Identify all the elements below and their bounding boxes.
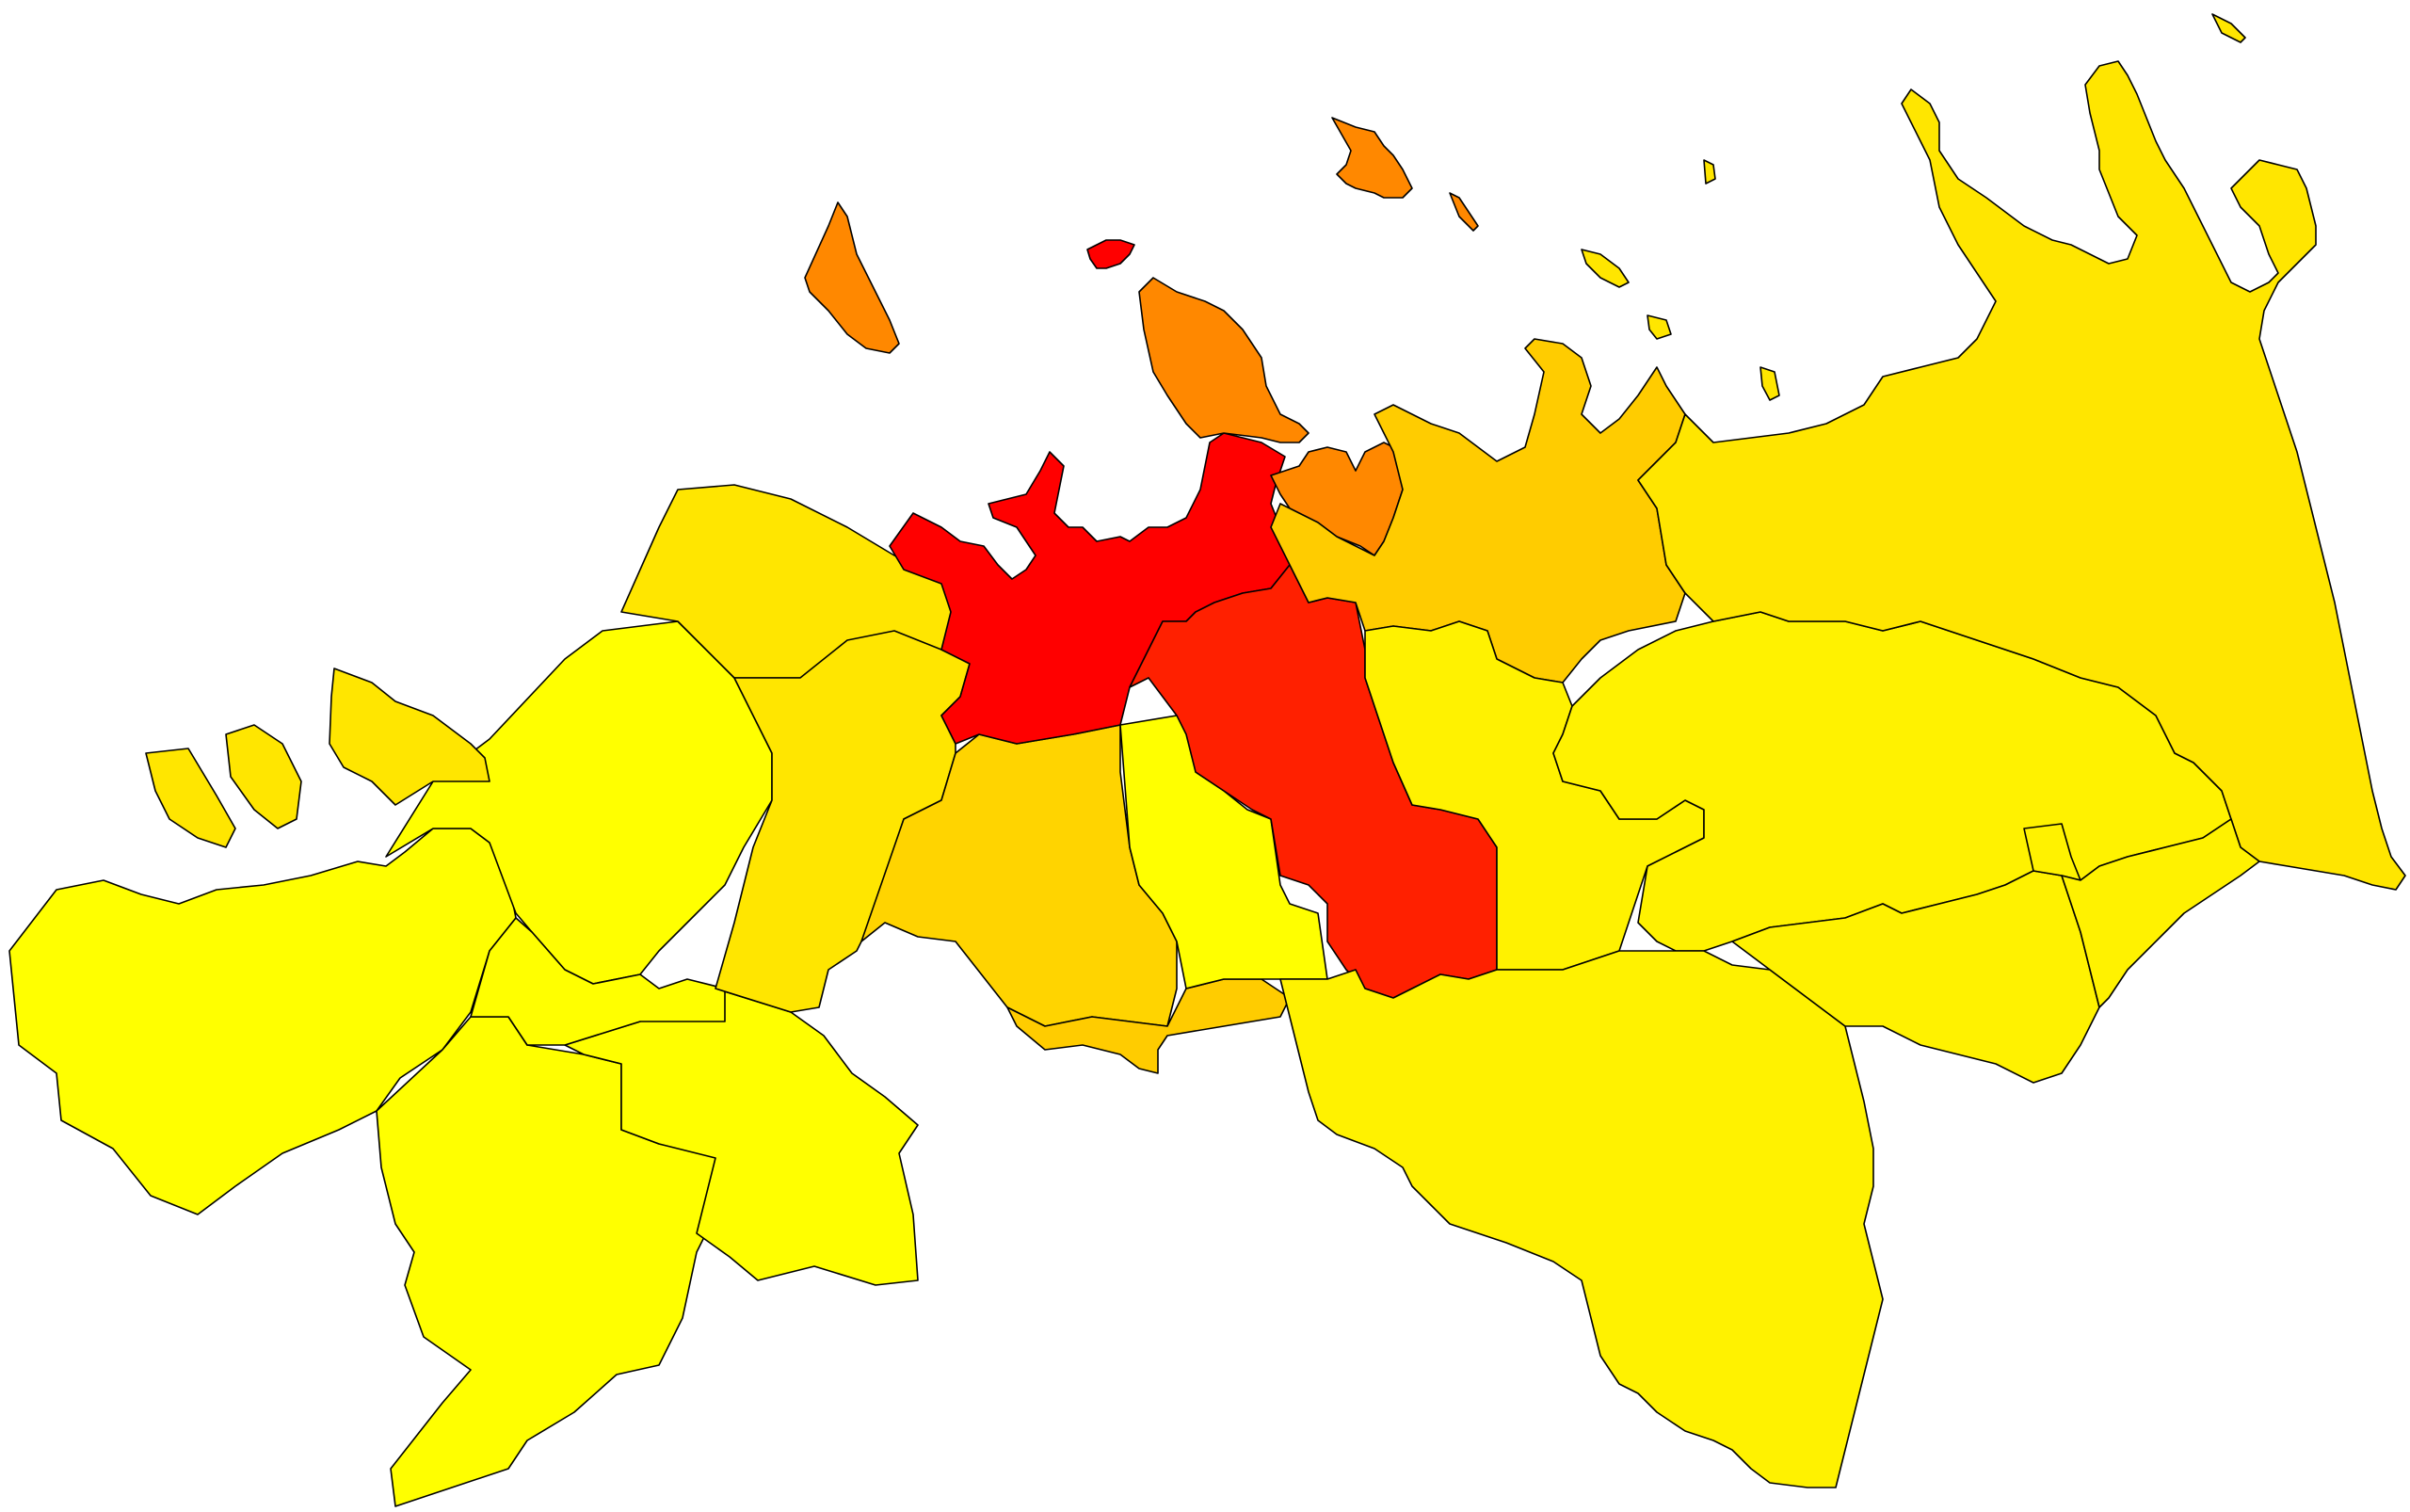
region-south-central-west[interactable]	[564, 988, 919, 1286]
region-west-central[interactable]	[385, 620, 773, 985]
region-island-tiny-red[interactable]	[1086, 239, 1135, 269]
region-island-north-orange-2[interactable]	[1449, 192, 1479, 232]
region-central-south-2[interactable]	[1006, 978, 1291, 1074]
region-capital[interactable]	[889, 432, 1291, 745]
region-southwest[interactable]	[376, 1016, 726, 1507]
region-island-west-orange[interactable]	[804, 201, 900, 354]
region-west-islands[interactable]	[145, 724, 302, 848]
region-small-west-central[interactable]	[470, 917, 726, 1046]
region-southeast[interactable]	[1279, 950, 1884, 1488]
region-island-north-orange[interactable]	[1331, 117, 1413, 199]
region-small-islets-east[interactable]	[1581, 13, 2246, 401]
region-west-peninsula[interactable]	[329, 668, 490, 806]
region-south-east-far[interactable]	[2061, 818, 2260, 1008]
region-northeast-peninsula[interactable]	[1138, 277, 1309, 443]
